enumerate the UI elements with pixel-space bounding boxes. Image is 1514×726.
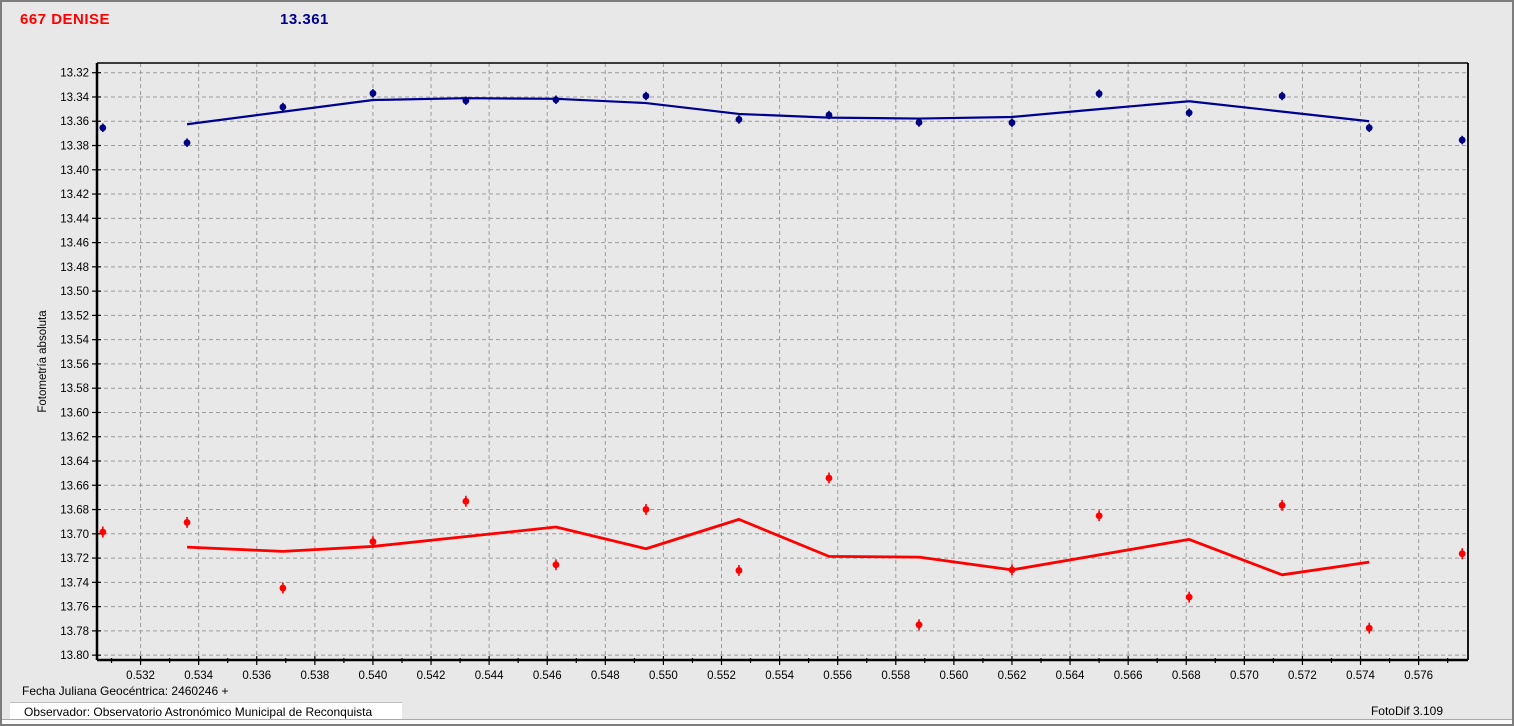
series-points-absolute-photometry-blue xyxy=(99,89,1466,147)
y-axis-title: Fotometría absoluta xyxy=(37,310,49,413)
svg-text:13.42: 13.42 xyxy=(60,189,89,201)
svg-text:13.48: 13.48 xyxy=(60,262,89,274)
svg-text:0.540: 0.540 xyxy=(359,670,388,682)
series-line-absolute-photometry-blue xyxy=(186,97,1370,126)
plot-frame xyxy=(95,62,1469,662)
svg-text:0.534: 0.534 xyxy=(184,670,213,682)
svg-text:13.52: 13.52 xyxy=(60,310,89,322)
svg-text:0.546: 0.546 xyxy=(533,670,562,682)
y-axis-labels: 13.32 13.34 13.36 13.38 13.40 13.42 13.44 13.46… xyxy=(60,68,89,662)
svg-text:13.80: 13.80 xyxy=(60,650,89,662)
svg-text:13.70: 13.70 xyxy=(60,529,89,541)
svg-text:0.558: 0.558 xyxy=(881,670,910,682)
svg-text:0.548: 0.548 xyxy=(591,670,620,682)
svg-text:0.552: 0.552 xyxy=(707,670,736,682)
mean-magnitude-value: 13.361 xyxy=(280,11,329,28)
svg-text:13.60: 13.60 xyxy=(60,407,89,419)
svg-text:0.544: 0.544 xyxy=(475,670,504,682)
svg-text:13.56: 13.56 xyxy=(60,359,89,371)
svg-text:13.58: 13.58 xyxy=(60,383,89,395)
svg-text:13.40: 13.40 xyxy=(60,165,89,177)
observer-label: Observador: Observatorio Astronómico Mun… xyxy=(24,705,373,719)
svg-text:0.574: 0.574 xyxy=(1346,670,1375,682)
svg-text:0.560: 0.560 xyxy=(939,670,968,682)
svg-text:13.62: 13.62 xyxy=(60,432,89,444)
svg-text:13.66: 13.66 xyxy=(60,480,89,492)
svg-text:13.54: 13.54 xyxy=(60,335,89,347)
observer-panel: Observador: Observatorio Astronómico Mun… xyxy=(10,702,402,722)
julian-date-label: Fecha Juliana Geocéntrica: 2460246 + xyxy=(22,684,229,698)
svg-text:13.32: 13.32 xyxy=(60,68,89,80)
svg-text:0.566: 0.566 xyxy=(1114,670,1143,682)
svg-text:0.542: 0.542 xyxy=(417,670,446,682)
svg-text:13.74: 13.74 xyxy=(60,577,89,589)
series-line-absolute-photometry-red xyxy=(186,517,1370,577)
svg-text:0.550: 0.550 xyxy=(649,670,678,682)
svg-text:0.554: 0.554 xyxy=(765,670,794,682)
statusbar-bottom-strip xyxy=(2,719,1512,724)
svg-text:0.538: 0.538 xyxy=(300,670,329,682)
svg-text:13.78: 13.78 xyxy=(60,626,89,638)
svg-text:0.570: 0.570 xyxy=(1230,670,1259,682)
grid-lines xyxy=(97,63,1468,660)
x-axis-labels: 0.532 0.534 0.536 0.538 0.540 0.542 0.544 0.546… xyxy=(126,670,1433,682)
svg-text:13.50: 13.50 xyxy=(60,286,89,298)
svg-text:0.536: 0.536 xyxy=(242,670,271,682)
svg-text:0.572: 0.572 xyxy=(1288,670,1317,682)
svg-text:0.568: 0.568 xyxy=(1172,670,1201,682)
lightcurve-chart: 0.532 0.534 0.536 0.538 0.540 0.542 0.544 0.546… xyxy=(37,62,1469,682)
app-version-label: FotoDif 3.109 xyxy=(1370,704,1443,718)
svg-text:0.556: 0.556 xyxy=(823,670,852,682)
svg-text:13.46: 13.46 xyxy=(60,238,89,250)
series-points-absolute-photometry-red xyxy=(99,472,1466,634)
svg-text:0.564: 0.564 xyxy=(1056,670,1085,682)
svg-text:13.68: 13.68 xyxy=(60,505,89,517)
svg-text:0.562: 0.562 xyxy=(998,670,1027,682)
svg-text:13.38: 13.38 xyxy=(60,141,89,153)
svg-text:Fotometría absoluta: Fotometría absoluta xyxy=(37,310,49,413)
svg-text:13.44: 13.44 xyxy=(60,213,89,225)
object-title: 667 DENISE xyxy=(20,11,111,28)
svg-text:0.576: 0.576 xyxy=(1404,670,1433,682)
svg-text:13.36: 13.36 xyxy=(60,116,89,128)
svg-text:13.64: 13.64 xyxy=(60,456,89,468)
svg-text:13.34: 13.34 xyxy=(60,92,89,104)
svg-text:0.532: 0.532 xyxy=(126,670,155,682)
svg-text:13.76: 13.76 xyxy=(60,602,89,614)
svg-text:13.72: 13.72 xyxy=(60,553,89,565)
